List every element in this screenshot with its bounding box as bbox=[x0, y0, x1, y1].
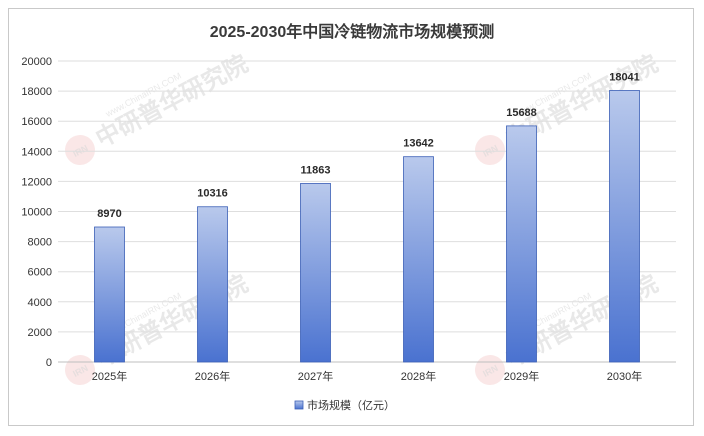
y-tick-label: 14000 bbox=[21, 146, 52, 158]
data-label: 8970 bbox=[97, 208, 121, 220]
y-tick-label: 4000 bbox=[28, 297, 52, 309]
y-tick-label: 0 bbox=[46, 357, 52, 369]
y-tick-label: 8000 bbox=[28, 237, 52, 249]
x-tick-label: 2030年 bbox=[607, 369, 642, 383]
bar bbox=[300, 183, 331, 363]
data-label: 15688 bbox=[506, 107, 537, 119]
x-axis-tick-labels: 2025年 2026年 2027年 2028年 2029年 2030年 bbox=[92, 369, 642, 383]
data-label: 10316 bbox=[197, 188, 228, 200]
bar bbox=[94, 226, 125, 363]
chart-title: 2025-2030年中国冷链物流市场规模预测 bbox=[210, 22, 495, 41]
legend-label: 市场规模（亿元） bbox=[307, 398, 395, 412]
y-tick-label: 12000 bbox=[21, 176, 52, 188]
y-tick-label: 10000 bbox=[21, 207, 52, 219]
watermark-name: 中研普华研究院 bbox=[91, 49, 252, 153]
x-tick-label: 2029年 bbox=[504, 369, 539, 383]
legend-swatch bbox=[294, 400, 304, 410]
x-tick-label: 2026年 bbox=[195, 369, 230, 383]
y-tick-label: 6000 bbox=[28, 267, 52, 279]
x-tick-label: 2027年 bbox=[298, 369, 333, 383]
watermark-logo-icon bbox=[65, 135, 95, 165]
y-axis-tick-labels: 0 2000 4000 6000 8000 10000 12000 14000 16000 180… bbox=[21, 56, 52, 369]
bar bbox=[506, 125, 537, 363]
watermark-logo-icon bbox=[475, 135, 505, 165]
bars bbox=[94, 90, 640, 363]
legend: 市场规模（亿元） bbox=[294, 398, 395, 412]
x-tick-label: 2028年 bbox=[401, 369, 436, 383]
gridlines bbox=[58, 60, 676, 363]
y-tick-label: 20000 bbox=[21, 56, 52, 68]
x-tick-label: 2025年 bbox=[92, 369, 127, 383]
y-tick-label: 2000 bbox=[28, 327, 52, 339]
bar bbox=[609, 90, 640, 363]
data-label: 13642 bbox=[403, 138, 434, 150]
data-label: 18041 bbox=[609, 71, 640, 83]
y-tick-label: 18000 bbox=[21, 86, 52, 98]
bar bbox=[197, 206, 228, 363]
bar bbox=[403, 156, 434, 363]
data-label: 11863 bbox=[301, 164, 331, 176]
y-tick-label: 16000 bbox=[21, 116, 52, 128]
data-labels: 8970 10316 11863 13642 15688 18041 bbox=[97, 71, 640, 220]
